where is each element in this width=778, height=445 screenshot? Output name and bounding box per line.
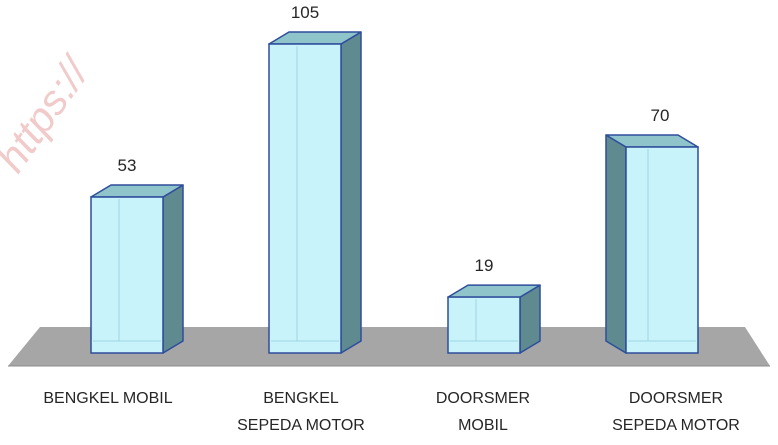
watermark-text: https://: [0, 46, 100, 180]
bar-side-2: [340, 31, 362, 354]
bar-4: [605, 134, 699, 354]
bar-side-1: [162, 184, 184, 354]
value-label-4: 70: [651, 106, 670, 125]
bar-inner-edge-2: [271, 46, 339, 342]
value-label-3: 19: [475, 256, 494, 275]
bar-2: [268, 31, 362, 354]
bar-front-3: [447, 296, 521, 354]
bar-inner-edge-3: [450, 299, 518, 342]
category-label-4-line-2: SEPEDA MOTOR: [612, 417, 740, 434]
bar-front-4: [625, 146, 699, 354]
bar-3: [447, 284, 541, 354]
bar-front-1: [90, 196, 164, 354]
category-label-1-line-1: BENGKEL MOBIL: [43, 390, 172, 407]
bar-inner-edge-1: [93, 199, 161, 342]
category-label-2-line-2: SEPEDA MOTOR: [237, 417, 365, 434]
bar-side-4: [605, 134, 627, 354]
value-label-2: 105: [291, 3, 319, 22]
bar-inner-edge-4: [628, 149, 696, 342]
bar-front-2: [268, 43, 342, 354]
category-label-3-line-1: DOORSMER: [436, 390, 530, 407]
category-labels: BENGKEL MOBIL BENGKEL SEPEDA MOTOR DOORSMER…: [43, 390, 739, 434]
bar-1: [90, 184, 184, 354]
category-label-4-line-1: DOORSMER: [629, 390, 723, 407]
bars-layer: [90, 31, 699, 354]
value-labels: 53 105 19 70: [118, 3, 670, 275]
value-label-1: 53: [118, 156, 137, 175]
category-label-3-line-2: MOBIL: [458, 417, 508, 434]
chart-floor: [8, 327, 770, 366]
category-label-2-line-1: BENGKEL: [263, 390, 339, 407]
